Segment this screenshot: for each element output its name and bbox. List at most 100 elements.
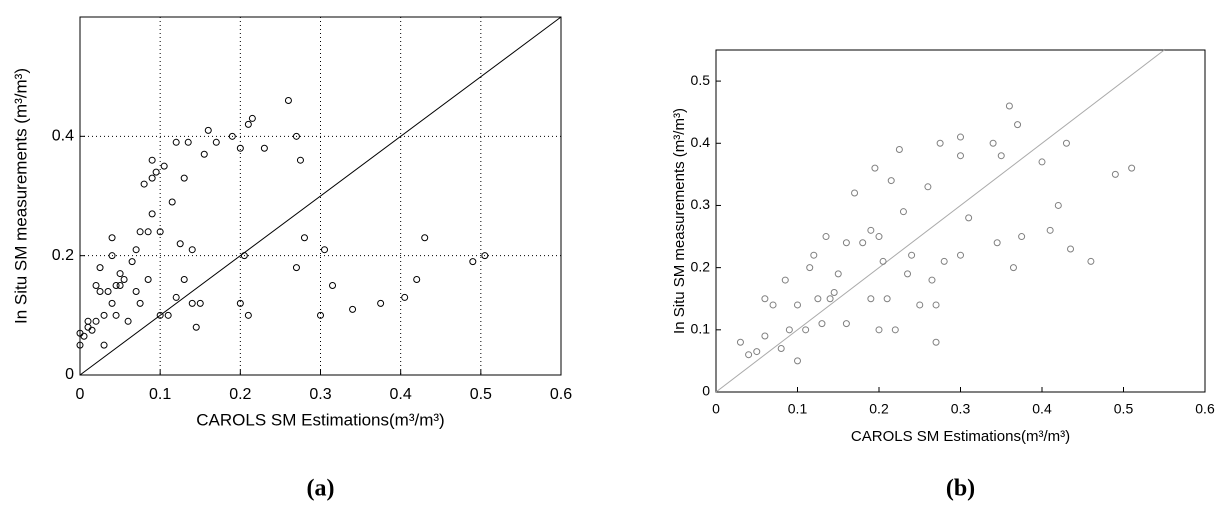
point — [1067, 245, 1075, 253]
point — [172, 293, 180, 301]
point — [802, 326, 810, 334]
point — [928, 276, 936, 284]
point — [1087, 257, 1095, 265]
x-tick-label: 0.1 — [788, 401, 808, 417]
point — [867, 295, 875, 303]
point — [296, 156, 304, 164]
point — [794, 301, 801, 309]
point — [188, 246, 196, 254]
point — [200, 150, 208, 158]
point — [148, 210, 156, 218]
point — [128, 258, 136, 266]
y-tick-label: 0 — [65, 366, 74, 383]
point — [76, 341, 84, 349]
point — [826, 295, 834, 303]
point — [785, 326, 793, 334]
point — [895, 145, 903, 153]
point — [736, 338, 744, 346]
point — [965, 214, 973, 222]
point — [204, 126, 212, 134]
point — [830, 289, 838, 297]
x-tick-label: 0 — [76, 386, 85, 403]
point — [112, 311, 120, 319]
point — [116, 270, 124, 278]
point — [108, 252, 116, 260]
point — [413, 276, 421, 284]
point — [172, 138, 180, 146]
point — [940, 257, 948, 265]
point — [867, 226, 875, 234]
caption: (b) — [946, 476, 975, 502]
identity-line — [715, 49, 1165, 393]
point — [80, 332, 88, 340]
point — [132, 246, 140, 254]
point — [875, 233, 883, 241]
point — [908, 251, 916, 259]
point — [899, 208, 907, 216]
point — [1038, 158, 1046, 166]
point — [120, 276, 128, 284]
y-tick-label: 0.3 — [691, 196, 711, 212]
point — [160, 162, 168, 170]
point — [124, 317, 132, 325]
y-tick-label: 0.2 — [691, 258, 711, 274]
point — [1046, 226, 1054, 234]
x-tick-label: 0.3 — [951, 401, 971, 417]
point — [292, 264, 300, 272]
x-tick-label: 0.4 — [390, 386, 412, 403]
point — [1005, 102, 1013, 110]
x-tick-label: 0.2 — [229, 386, 251, 403]
point — [859, 239, 867, 247]
point — [136, 228, 144, 236]
point — [1062, 139, 1070, 147]
x-tick-label: 0.4 — [1032, 401, 1052, 417]
point — [92, 282, 100, 289]
y-tick-label: 0.1 — [691, 321, 711, 337]
point — [761, 332, 769, 340]
point — [240, 252, 248, 260]
point — [92, 317, 100, 325]
point — [156, 311, 164, 319]
plot-area — [715, 49, 1206, 393]
point — [891, 326, 899, 334]
point — [148, 174, 156, 182]
x-tick-label: 0.5 — [1114, 401, 1134, 417]
point — [794, 357, 801, 365]
point — [100, 341, 108, 349]
point — [176, 240, 184, 248]
point — [916, 301, 924, 309]
point — [871, 164, 879, 172]
point — [421, 234, 429, 242]
point — [1111, 170, 1119, 178]
point — [188, 299, 196, 307]
point — [377, 299, 385, 307]
point — [156, 228, 164, 236]
point — [842, 239, 850, 247]
point — [212, 138, 220, 146]
point — [1128, 164, 1136, 172]
point — [745, 351, 753, 359]
point — [104, 287, 112, 295]
identity-line — [79, 16, 562, 376]
point — [349, 305, 357, 313]
point — [96, 264, 104, 272]
point — [244, 120, 252, 128]
x-tick-label: 0.2 — [869, 401, 889, 417]
point — [284, 97, 292, 105]
point — [1014, 121, 1022, 129]
point — [136, 299, 144, 307]
point — [469, 258, 477, 266]
point — [317, 311, 324, 319]
point — [244, 311, 252, 319]
point — [834, 270, 842, 278]
point — [236, 299, 244, 307]
point — [842, 320, 850, 328]
x-tick-label: 0.6 — [550, 386, 572, 403]
point — [329, 282, 337, 289]
point — [822, 233, 830, 241]
x-tick-label: 0.1 — [149, 386, 171, 403]
x-tick-label: 0 — [712, 401, 720, 417]
point — [192, 323, 200, 331]
point — [883, 295, 891, 303]
